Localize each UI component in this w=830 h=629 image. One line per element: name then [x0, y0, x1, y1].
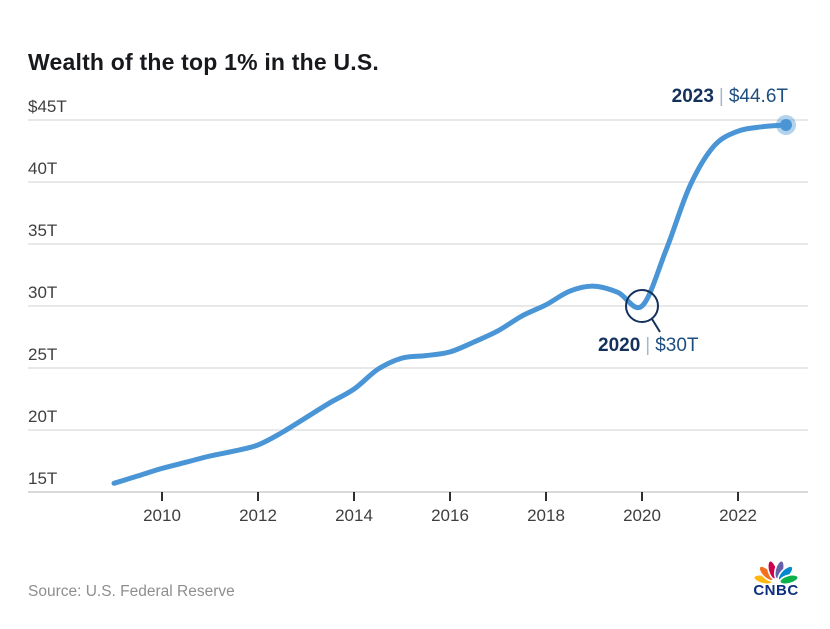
callout-circle: [625, 289, 659, 323]
wealth-line: [111, 122, 789, 486]
callout-connector: [651, 318, 661, 333]
annotation-2023-year: 2023: [671, 86, 714, 107]
source-credit: Source: U.S. Federal Reserve: [28, 583, 235, 600]
y-tick-label: 35T: [28, 221, 57, 240]
x-tick-label: 2014: [335, 506, 373, 525]
x-tick-label: 2010: [143, 506, 181, 525]
cnbc-logo: CNBC: [746, 560, 806, 599]
y-tick-label: $45T: [28, 97, 67, 116]
annotation-2020-separator: |: [645, 335, 651, 356]
endpoint-dot: [780, 118, 792, 131]
chart-title: Wealth of the top 1% in the U.S.: [28, 49, 379, 76]
y-tick-label: 30T: [28, 283, 57, 302]
annotation-2023-value: $44.6T: [728, 86, 788, 107]
x-tick-label: 2016: [431, 506, 469, 525]
cnbc-logo-text: CNBC: [753, 582, 799, 599]
y-tick-label: 15T: [28, 469, 57, 488]
x-tick-label: 2022: [719, 506, 757, 525]
y-tick-label: 25T: [28, 345, 57, 364]
annotation-2023: 2023 | $44.6T: [672, 86, 788, 108]
wealth-line-chart: $45T 40T 35T 30T 25T 20T 15T 2010 2012 2014 2016 20…: [28, 97, 808, 525]
y-tick-label: 20T: [28, 407, 57, 426]
cnbc-peacock-icon: [753, 560, 799, 584]
x-tick-label: 2012: [239, 506, 277, 525]
annotation-2020: 2020 | $30T: [598, 335, 699, 357]
peacock-feather: [778, 573, 799, 584]
annotation-2023-separator: |: [718, 86, 724, 107]
x-tick-label: 2020: [623, 506, 661, 525]
annotation-2020-year: 2020: [598, 335, 641, 356]
x-tick-label: 2018: [527, 506, 565, 525]
y-tick-label: 40T: [28, 159, 57, 178]
annotation-2020-value: $30T: [655, 335, 699, 356]
